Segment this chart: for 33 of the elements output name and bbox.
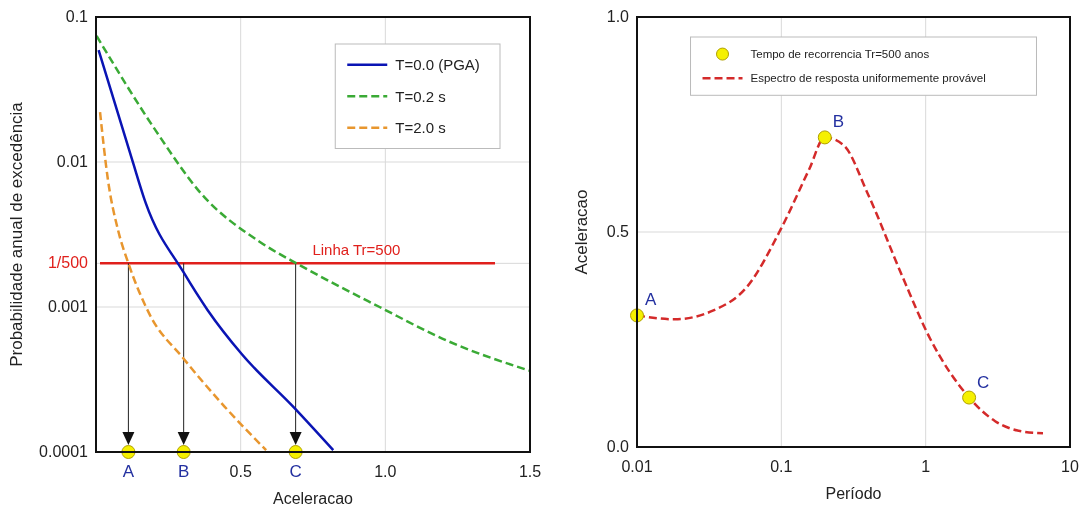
- x-tick-label: 10: [1061, 458, 1079, 475]
- x-tick-label: 1.0: [374, 463, 397, 480]
- annotation: B: [178, 462, 190, 481]
- y-tick-label: 1.0: [606, 8, 630, 25]
- y-axis-title: Probabilidade anual de excedência: [7, 101, 26, 367]
- y-tick-label: 0.5: [606, 223, 630, 240]
- line-series: [98, 110, 268, 452]
- line-series: [95, 34, 531, 372]
- annotation: B: [832, 112, 845, 132]
- x-tick-label: 0.01: [621, 458, 653, 475]
- legend-label: T=0.0 (PGA): [395, 56, 480, 73]
- annotation: C: [289, 462, 302, 481]
- y-tick-label: 0.001: [47, 298, 89, 315]
- legend-label: T=2.0 s: [395, 119, 446, 136]
- annotation: A: [645, 290, 657, 310]
- y-tick-label: 0.1: [65, 8, 89, 25]
- x-tick-label: 1.5: [518, 463, 542, 480]
- x-tick-label: 1: [921, 458, 931, 475]
- annotation: C: [977, 372, 990, 392]
- x-axis-title: Aceleracao: [272, 490, 354, 507]
- annotation: Linha Tr=500: [312, 241, 401, 259]
- legend-label: T=0.2 s: [395, 87, 446, 105]
- y-tick-label: 0.01: [56, 153, 89, 170]
- legend-label: Espectro de resposta uniformemente provável: [750, 72, 986, 85]
- y-tick-label: 0.0: [606, 438, 630, 455]
- x-tick-label: 0.5: [229, 463, 252, 480]
- annotation: A: [122, 462, 135, 481]
- y-tick-label: 1/500: [47, 254, 89, 272]
- x-tick-label: 0.1: [770, 458, 793, 475]
- y-tick-label: 0.0001: [39, 443, 89, 460]
- legend-label: Tempo de recorrencia Tr=500 anos: [750, 48, 930, 61]
- x-axis-title: Período: [825, 485, 882, 502]
- y-axis-title: Aceleracao: [572, 189, 591, 275]
